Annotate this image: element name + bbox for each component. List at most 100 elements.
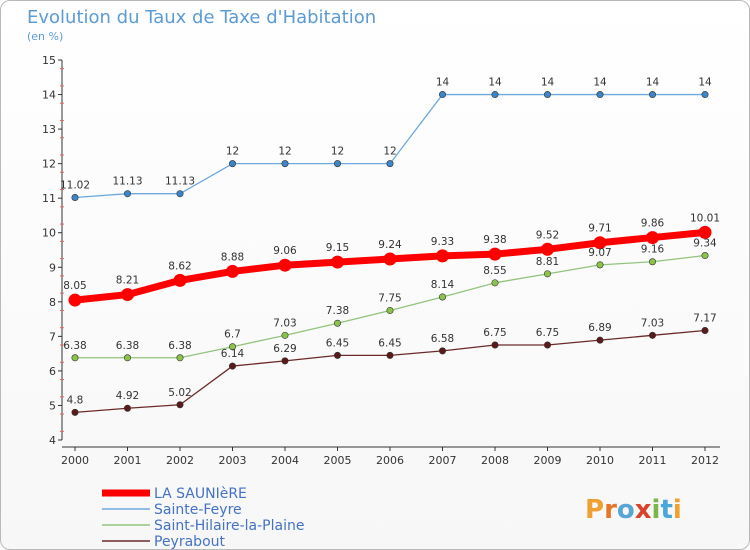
data-label: 8.88 xyxy=(221,251,244,263)
y-tick-label: 14 xyxy=(42,89,56,102)
x-tick-label: 2008 xyxy=(481,454,509,467)
data-point xyxy=(648,331,656,339)
data-label: 6.58 xyxy=(431,333,454,345)
data-label: 9.71 xyxy=(588,223,611,235)
y-tick-label: 6 xyxy=(49,365,56,378)
data-point xyxy=(491,91,499,99)
data-point xyxy=(173,273,187,287)
y-tick-label: 11 xyxy=(42,192,56,205)
data-label: 9.33 xyxy=(431,236,454,248)
data-point xyxy=(596,91,604,99)
data-point xyxy=(68,293,82,307)
data-point xyxy=(71,408,79,416)
data-label: 9.07 xyxy=(588,247,611,259)
y-tick-label: 15 xyxy=(42,54,56,67)
x-tick-label: 2004 xyxy=(271,454,299,467)
data-point xyxy=(438,347,446,355)
data-point xyxy=(226,264,239,278)
data-point xyxy=(229,343,237,351)
data-point xyxy=(648,258,656,266)
y-tick-label: 13 xyxy=(42,123,56,136)
data-point xyxy=(491,279,499,287)
data-point xyxy=(333,351,341,359)
data-point xyxy=(124,190,132,198)
x-tick-label: 2003 xyxy=(219,454,247,467)
data-point xyxy=(229,160,237,168)
legend-label: Saint-Hilaire-la-Plaine xyxy=(154,518,304,534)
legend-label: Peyrabout xyxy=(154,534,226,550)
x-tick-label: 2007 xyxy=(429,454,457,467)
data-label: 6.89 xyxy=(588,322,611,334)
data-point xyxy=(488,247,502,261)
chart-subtitle: (en %) xyxy=(27,30,63,43)
y-tick-label: 12 xyxy=(42,158,56,171)
proxiti-logo: Proxiti xyxy=(585,495,682,525)
data-label: 11.13 xyxy=(165,176,195,188)
data-label: 14 xyxy=(698,77,712,89)
data-point xyxy=(229,362,237,370)
data-label: 6.38 xyxy=(168,340,191,352)
y-tick-label: 7 xyxy=(49,330,56,343)
y-tick-label: 9 xyxy=(49,261,56,274)
data-label: 7.75 xyxy=(378,292,401,304)
data-label: 8.55 xyxy=(483,265,506,277)
data-label: 6.75 xyxy=(483,327,506,339)
data-label: 14 xyxy=(436,77,450,89)
data-label: 9.86 xyxy=(641,218,665,230)
data-point xyxy=(333,160,341,168)
data-point xyxy=(648,91,656,99)
data-point xyxy=(436,249,449,263)
data-label: 4.92 xyxy=(116,390,139,402)
data-point xyxy=(176,354,184,362)
data-point xyxy=(593,236,607,250)
data-point xyxy=(124,354,132,362)
data-point xyxy=(596,261,604,269)
data-label: 9.16 xyxy=(641,244,665,256)
data-point xyxy=(333,319,341,327)
logo-text: Proxiti xyxy=(585,495,682,525)
data-point xyxy=(281,160,289,168)
x-tick-label: 2011 xyxy=(639,454,667,467)
series-layer xyxy=(68,91,712,416)
data-point xyxy=(386,351,394,359)
data-label: 11.13 xyxy=(112,176,142,188)
data-point xyxy=(386,160,394,168)
y-tick-label: 5 xyxy=(49,399,56,412)
data-label: 8.81 xyxy=(536,256,559,268)
data-label: 8.62 xyxy=(168,260,191,272)
x-tick-label: 2006 xyxy=(376,454,404,467)
data-label: 6.45 xyxy=(378,337,401,349)
data-point xyxy=(331,255,344,269)
data-label: 6.75 xyxy=(536,327,559,339)
data-label: 12 xyxy=(331,146,344,158)
data-point xyxy=(124,404,132,412)
legend-label: LA SAUNIèRE xyxy=(154,486,247,502)
data-point xyxy=(543,341,551,349)
data-label: 6.38 xyxy=(63,340,86,352)
data-label: 7.03 xyxy=(273,317,296,329)
data-label: 12 xyxy=(383,146,396,158)
data-label: 9.15 xyxy=(326,242,349,254)
data-label: 9.24 xyxy=(378,239,402,251)
data-label: 5.02 xyxy=(168,387,191,399)
data-label: 12 xyxy=(278,146,291,158)
data-point xyxy=(543,270,551,278)
x-tick-label: 2012 xyxy=(691,454,719,467)
data-point xyxy=(176,190,184,198)
data-label: 6.45 xyxy=(326,337,349,349)
x-tick-label: 2010 xyxy=(586,454,614,467)
y-tick-label: 10 xyxy=(42,227,56,240)
data-point xyxy=(596,336,604,344)
x-tick-label: 2002 xyxy=(166,454,194,467)
data-label: 8.05 xyxy=(63,280,86,292)
data-label: 6.7 xyxy=(224,329,241,341)
data-point xyxy=(281,331,289,339)
data-point xyxy=(701,252,709,260)
data-point xyxy=(386,306,394,314)
data-point xyxy=(176,401,184,409)
data-point xyxy=(701,91,709,99)
x-tick-label: 2000 xyxy=(61,454,89,467)
legend-label: Sainte-Feyre xyxy=(154,502,242,518)
data-point xyxy=(491,341,499,349)
